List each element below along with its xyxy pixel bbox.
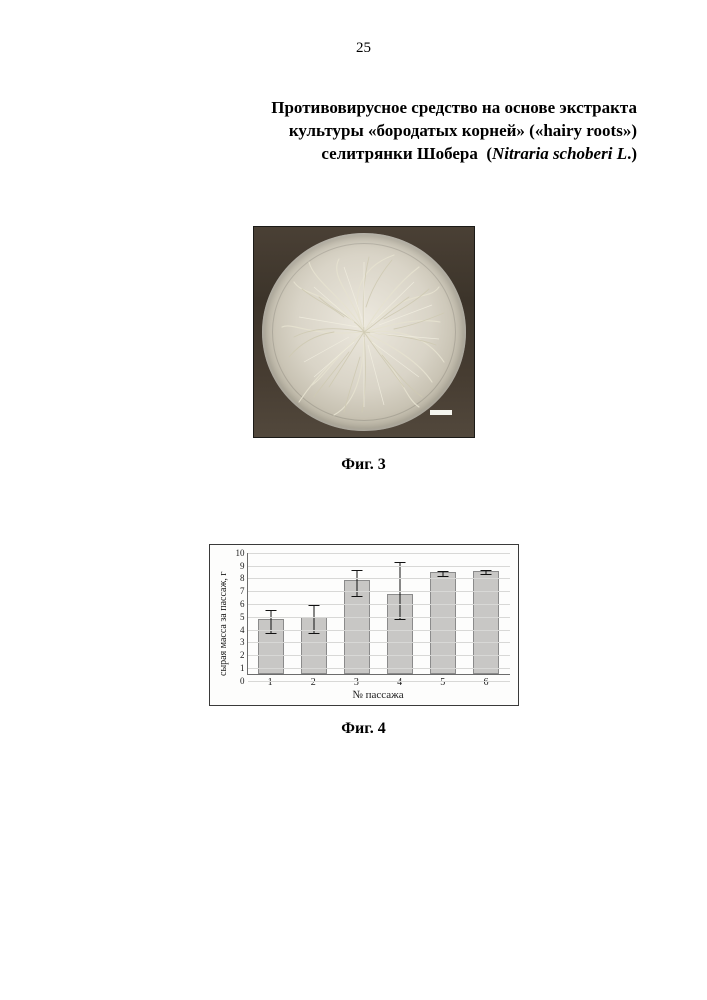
hairy-roots-icon (254, 227, 474, 437)
chart-y-tick: 3 (240, 637, 245, 647)
chart-y-ticks: 012345678910 (229, 553, 247, 681)
title-line-1: Противовирусное средство на основе экстр… (150, 97, 637, 120)
chart-x-tick: 5 (427, 677, 458, 688)
chart-x-label: № пассажа (247, 689, 510, 701)
chart-y-tick: 7 (240, 586, 245, 596)
chart-y-tick: 8 (240, 573, 245, 583)
chart-gridline (248, 642, 510, 643)
chart-error-bar (486, 570, 487, 575)
chart-bar (430, 572, 456, 674)
species-name: Nitraria schoberi L (492, 144, 627, 163)
chart-y-tick: 1 (240, 663, 245, 673)
chart-bar (473, 571, 499, 674)
chart-gridline (248, 681, 510, 682)
chart-gridline (248, 617, 510, 618)
chart-gridline (248, 566, 510, 567)
figure-3-image (253, 226, 475, 438)
page-number: 25 (90, 40, 637, 57)
chart-gridline (248, 604, 510, 605)
chart-gridline (248, 591, 510, 592)
chart-gridline (248, 553, 510, 554)
chart-x-tick: 3 (341, 677, 372, 688)
figure-4-caption: Фиг. 4 (90, 720, 637, 738)
chart-x-tick: 4 (384, 677, 415, 688)
figure-3-caption: Фиг. 3 (90, 456, 637, 474)
chart-y-tick: 10 (236, 548, 245, 558)
title-line-2: культуры «бородатых корней» («hairy root… (150, 120, 637, 143)
chart-y-label: сырая масса за пассаж, г (216, 551, 229, 701)
chart-gridline (248, 655, 510, 656)
chart-y-tick: 0 (240, 676, 245, 686)
scale-bar-icon (430, 410, 452, 415)
title-line-3: селитрянки Шобера (Nitraria schoberi L.) (150, 143, 637, 166)
chart-gridline (248, 578, 510, 579)
chart-y-tick: 9 (240, 561, 245, 571)
chart-error-bar (443, 571, 444, 576)
page-title: Противовирусное средство на основе экстр… (90, 97, 637, 166)
chart-x-tick: 2 (298, 677, 329, 688)
chart-x-tick: 1 (255, 677, 286, 688)
chart-y-tick: 5 (240, 612, 245, 622)
chart-y-tick: 6 (240, 599, 245, 609)
chart-error-bar (357, 570, 358, 597)
figure-4-chart: сырая масса за пассаж, г 012345678910 12… (209, 544, 519, 706)
chart-y-tick: 4 (240, 625, 245, 635)
chart-y-tick: 2 (240, 650, 245, 660)
chart-plot-area (247, 553, 510, 675)
document-page: 25 Противовирусное средство на основе эк… (0, 0, 707, 1000)
chart-x-tick: 6 (470, 677, 501, 688)
chart-gridline (248, 630, 510, 631)
chart-gridline (248, 668, 510, 669)
